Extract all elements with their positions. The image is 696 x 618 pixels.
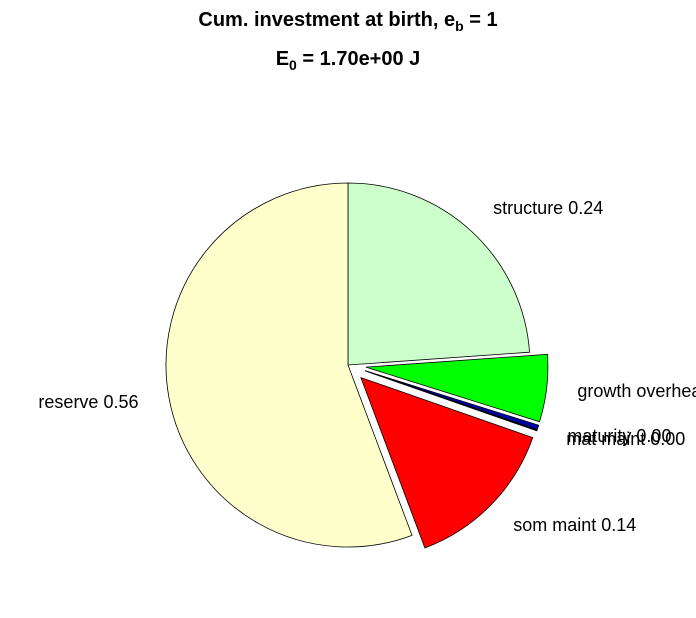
pie-slice xyxy=(365,353,549,423)
slice-label: structure 0.24 xyxy=(493,198,603,218)
pie-slice xyxy=(360,376,534,549)
title-subscript: b xyxy=(455,18,464,34)
slice-label: growth overhead 0.06 xyxy=(577,381,696,401)
slice-label: maturity 0.00 xyxy=(567,426,671,446)
slice-label: mat maint 0.00 xyxy=(566,429,685,449)
slice-label: som maint 0.14 xyxy=(513,515,636,535)
subtitle-text: E xyxy=(276,48,289,70)
title-text: Cum. investment at birth, e xyxy=(198,9,455,31)
title-text: = 1 xyxy=(464,9,498,31)
subtitle-text: = 1.70e+00 J xyxy=(297,48,420,70)
pie-slice xyxy=(347,182,530,366)
chart-title: Cum. investment at birth, eb = 1 xyxy=(198,9,497,33)
pie-slice xyxy=(364,370,538,432)
slice-label: reserve 0.56 xyxy=(38,392,138,412)
subtitle-subscript: 0 xyxy=(289,57,297,73)
chart-subtitle: E0 = 1.70e+00 J xyxy=(276,48,421,72)
pie-slice xyxy=(165,182,413,548)
